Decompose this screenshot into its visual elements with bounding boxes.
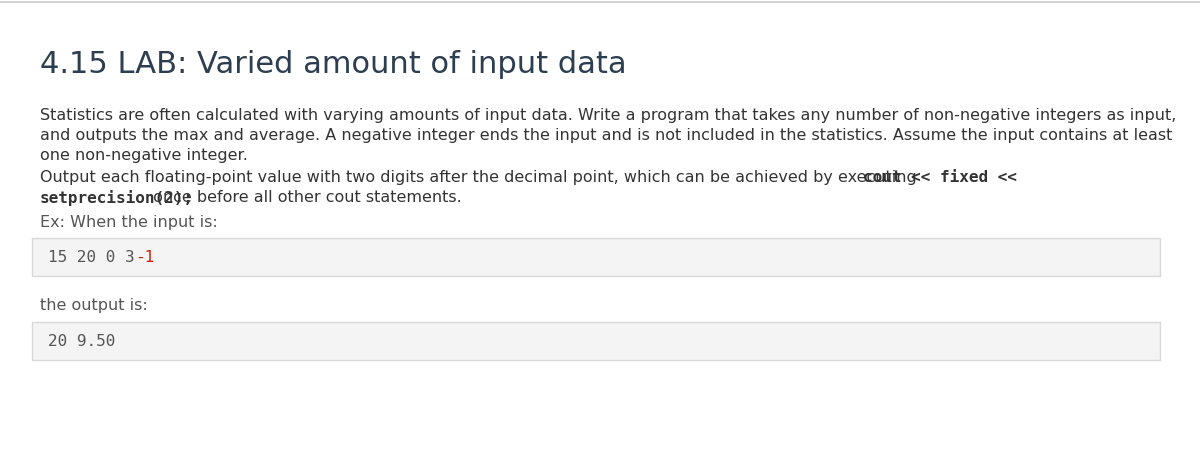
Text: 20 9.50: 20 9.50 [48, 334, 115, 348]
Text: and outputs the max and average. A negative integer ends the input and is not in: and outputs the max and average. A negat… [40, 128, 1172, 143]
Text: cout << fixed <<: cout << fixed << [863, 170, 1018, 185]
Text: Output each floating-point value with two digits after the decimal point, which : Output each floating-point value with tw… [40, 170, 922, 185]
FancyBboxPatch shape [32, 238, 1160, 276]
Text: 15 20 0 3: 15 20 0 3 [48, 250, 144, 265]
Text: 4.15 LAB: Varied amount of input data: 4.15 LAB: Varied amount of input data [40, 50, 626, 79]
FancyBboxPatch shape [32, 322, 1160, 360]
Text: Statistics are often calculated with varying amounts of input data. Write a prog: Statistics are often calculated with var… [40, 108, 1176, 123]
Text: Ex: When the input is:: Ex: When the input is: [40, 215, 217, 230]
Text: one non-negative integer.: one non-negative integer. [40, 148, 248, 163]
Text: once before all other cout statements.: once before all other cout statements. [148, 190, 462, 205]
Text: -1: -1 [134, 250, 155, 265]
Text: setprecision(2);: setprecision(2); [40, 190, 194, 206]
Text: the output is:: the output is: [40, 298, 148, 313]
